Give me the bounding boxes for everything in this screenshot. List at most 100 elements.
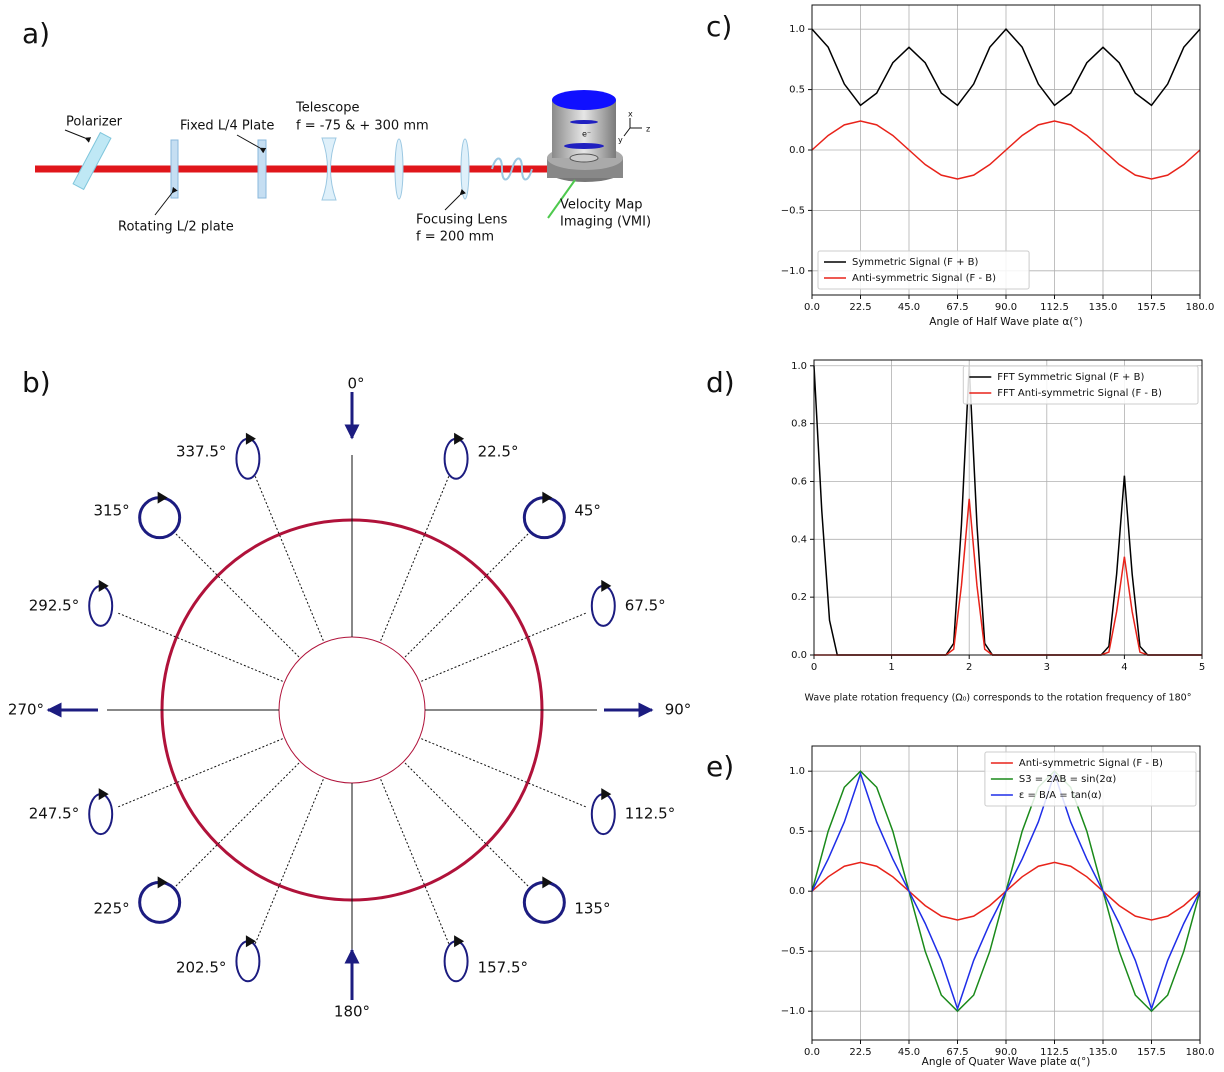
angle-label: 0°: [347, 375, 364, 393]
x-tick-label: 0.0: [804, 1047, 820, 1058]
x-tick-label: 22.5: [849, 1047, 871, 1058]
x-tick-label: 4: [1121, 662, 1127, 673]
x-tick-label: 1: [888, 662, 894, 673]
setup-diagram: Polarizer Fixed L/4 Plate Telescope f = …: [35, 90, 651, 245]
vmi-electrode: [564, 143, 604, 149]
label: Focusing Lens: [416, 213, 508, 228]
x-axis-label: Angle of Quater Wave plate α(°): [922, 1056, 1091, 1068]
radial-line: [421, 738, 588, 809]
radial-line: [171, 762, 300, 891]
y-tick-label: 0.4: [791, 534, 807, 545]
pointer: [64, 129, 92, 143]
label: e⁻: [582, 130, 591, 139]
plot-frame: [813, 359, 1203, 656]
x-tick-label: 45.0: [898, 302, 920, 313]
vmi-detector: [552, 90, 616, 110]
label: Imaging (VMI): [560, 215, 651, 230]
x-tick-label: 180.0: [1186, 302, 1215, 313]
y-tick-label: −0.5: [781, 946, 805, 957]
chart: 0.0 22.5 45.0 67.5 90.0 112.5 135.0 157.5 180.0 −…: [781, 4, 1215, 328]
y-tick-label: 1.0: [791, 361, 807, 372]
angle-label: 112.5°: [625, 805, 675, 823]
label: f = -75 & + 300 mm: [296, 119, 429, 134]
angle-label: 337.5°: [176, 443, 226, 461]
radial-line: [404, 529, 533, 658]
legend-label: FFT Anti-symmetric Signal (F - B): [997, 388, 1162, 399]
lens: [321, 137, 337, 201]
angle-label: 247.5°: [29, 805, 79, 823]
angle-label: 67.5°: [625, 596, 666, 614]
x-tick-label: 157.5: [1137, 1047, 1166, 1058]
panel-label: d): [706, 366, 735, 399]
ellipse-arrow: [454, 935, 465, 948]
x-tick-label: 180.0: [1186, 1047, 1215, 1058]
y-tick-label: 1.0: [789, 766, 805, 777]
quarter-wave-plate: [257, 139, 267, 199]
ellipse-arrow: [245, 935, 256, 948]
angle-label: 45°: [574, 502, 601, 520]
ellipse-arrow: [542, 491, 553, 504]
plot-area: [814, 360, 1202, 655]
x-tick-label: 157.5: [1137, 302, 1166, 313]
ellipse-arrow: [245, 432, 256, 445]
y-tick-label: 0.2: [791, 592, 807, 603]
ellipse-arrow: [157, 491, 168, 504]
lens: [394, 138, 404, 200]
angle-label: 180°: [334, 1003, 370, 1021]
label: Polarizer: [66, 115, 123, 130]
half-wave-plate: [170, 139, 179, 199]
x-tick-label: 5: [1199, 662, 1205, 673]
radial-line: [253, 474, 324, 641]
label: Velocity Map: [560, 198, 643, 213]
legend-label: S3 = 2AB = sin(2α): [1019, 774, 1116, 785]
legend-box: [984, 751, 1197, 807]
polarization-ellipse: [88, 793, 114, 836]
series-line: [811, 771, 1201, 1012]
label: f = 200 mm: [416, 230, 494, 245]
polar-diagram: [46, 392, 654, 1000]
label: Fixed L/4 Plate: [180, 119, 274, 134]
chart: 0 1 2 3 4 5 0.0 0.2 0.4 0.6 0.8 1.0 Wave plate rotat…: [791, 359, 1205, 704]
ellipse-arrow: [157, 876, 168, 889]
y-tick-label: 1.0: [789, 24, 805, 35]
x-tick-label: 45.0: [898, 1047, 920, 1058]
lens: [460, 138, 470, 200]
y-tick-label: −1.0: [781, 1006, 805, 1017]
panel-label: b): [22, 366, 51, 399]
series-line: [811, 28, 1201, 107]
polarization-ellipse: [443, 940, 469, 983]
radial-line: [116, 738, 283, 809]
polarizer: [72, 131, 112, 191]
vmi-electrode: [570, 120, 598, 124]
x-tick-label: 22.5: [849, 302, 871, 313]
panel-label: a): [22, 17, 50, 50]
ellipse-arrow: [601, 788, 612, 801]
angle-label: 90°: [665, 701, 692, 719]
x-tick-label: 3: [1044, 662, 1050, 673]
radial-line: [253, 779, 324, 946]
plot-frame: [811, 4, 1201, 296]
legend-box: [817, 250, 1030, 290]
y-tick-label: 0.8: [791, 419, 807, 430]
polarization-ellipse: [443, 437, 469, 480]
polarization-ellipse: [88, 584, 114, 627]
x-tick-label: 90.0: [995, 302, 1017, 313]
chart: 0.0 22.5 45.0 67.5 90.0 112.5 135.0 157.5 180.0 −…: [781, 745, 1215, 1068]
x-tick-label: 67.5: [946, 1047, 968, 1058]
angle-label: 135°: [574, 899, 610, 917]
label: Telescope: [295, 101, 359, 116]
plot-frame: [811, 745, 1201, 1041]
pointer: [236, 134, 267, 154]
polarization-ellipse: [590, 793, 616, 836]
radial-line: [171, 529, 300, 658]
x-tick-label: 67.5: [946, 302, 968, 313]
y-tick-label: 0.5: [789, 826, 805, 837]
panel-label: e): [706, 750, 734, 783]
angle-label: 202.5°: [176, 958, 226, 976]
y-tick-label: 0.0: [791, 650, 807, 661]
legend-label: Anti-symmetric Signal (F - B): [852, 273, 996, 284]
ellipse-arrow: [542, 876, 553, 889]
legend-box: [962, 365, 1199, 405]
polarization-ellipse: [590, 584, 616, 627]
